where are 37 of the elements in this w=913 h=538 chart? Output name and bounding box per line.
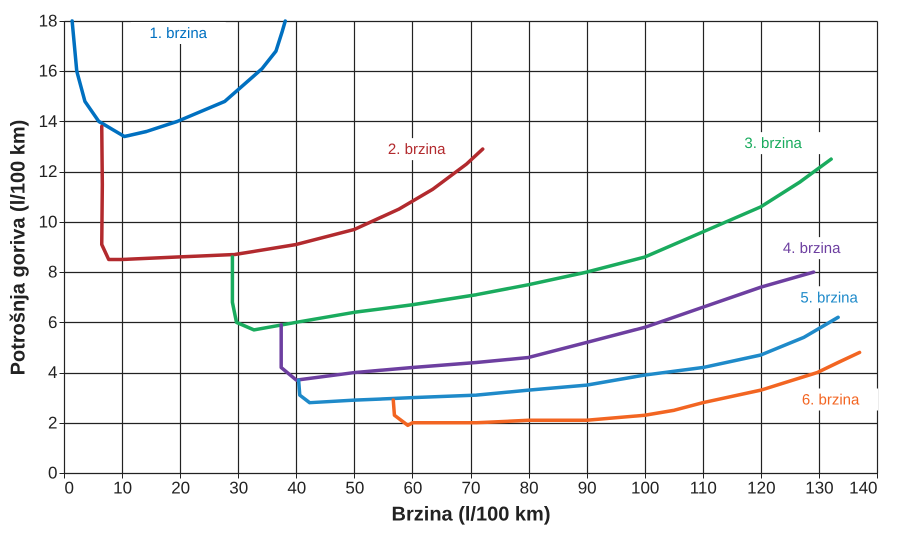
y-tick-label: 12 <box>38 162 58 182</box>
x-tick-label: 50 <box>345 478 364 498</box>
x-tick-label: 70 <box>462 478 480 498</box>
x-tick-label: 80 <box>520 478 539 498</box>
line-series <box>279 270 816 382</box>
x-tick-label: 20 <box>171 478 190 498</box>
x-tick-label: 140 <box>849 478 878 498</box>
line-series <box>70 19 287 138</box>
series-label: 2. brzina <box>388 141 446 158</box>
y-tick-label: 6 <box>48 312 58 332</box>
y-tick-label: 4 <box>48 363 58 382</box>
series-label: 6. brzina <box>802 391 860 408</box>
x-tick-label: 130 <box>805 478 834 498</box>
line-series <box>392 350 862 428</box>
line-series <box>100 124 484 262</box>
x-tick-label: 60 <box>403 478 422 498</box>
text: 1. brzina <box>149 25 208 42</box>
x-tick-label: 90 <box>578 478 597 498</box>
y-tick-label: 0 <box>48 464 58 482</box>
y-tick-label: 14 <box>38 112 58 131</box>
y-tick-label: 10 <box>38 212 58 232</box>
series-label: 5. brzina <box>800 289 859 306</box>
y-tick-label: 18 <box>38 12 58 30</box>
x-tick-label: 40 <box>287 478 306 498</box>
x-tick-label: 30 <box>229 478 248 498</box>
y-axis-title: Potrošnja goriva (l/100 km) <box>8 120 30 376</box>
x-tick-label: 100 <box>631 478 660 498</box>
y-tick-label: 16 <box>38 62 58 81</box>
series-label: 4. brzina <box>782 240 842 258</box>
x-tick-label: 110 <box>690 478 717 498</box>
y-tick-label: 2 <box>48 413 58 432</box>
x-axis-title: Brzina (l/100 km) <box>392 504 550 526</box>
series-label: 3. brzina <box>744 135 803 152</box>
x-tick-label: 0 <box>64 478 74 498</box>
x-tick-label: 10 <box>113 478 132 498</box>
y-tick-label: 8 <box>48 262 58 282</box>
x-tick-label: 120 <box>747 478 776 498</box>
